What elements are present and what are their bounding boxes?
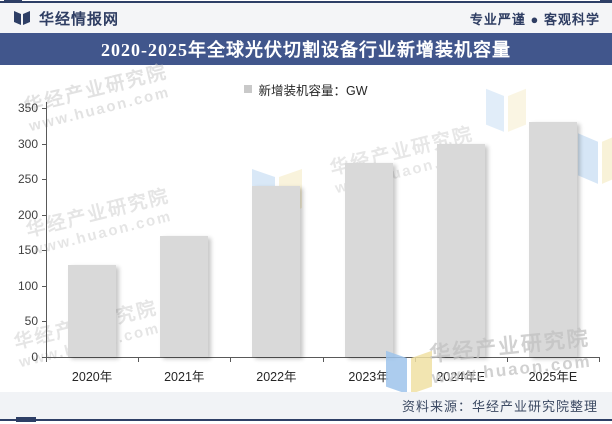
x-tick-mark bbox=[322, 358, 324, 362]
x-tick-mark bbox=[599, 358, 600, 362]
y-tick-label: 0 bbox=[31, 350, 38, 364]
y-tick-mark bbox=[42, 250, 46, 252]
top-rule bbox=[0, 1, 612, 3]
bottom-rule bbox=[0, 419, 612, 421]
bar-2020年 bbox=[68, 264, 117, 357]
x-axis-label: 2025年E bbox=[528, 370, 578, 384]
y-tick-mark bbox=[42, 285, 46, 287]
title-band: 2020-2025年全球光伏切割设备行业新增装机容量 bbox=[0, 33, 612, 65]
bottom-rule-left-cap bbox=[16, 417, 36, 422]
y-tick-label: 150 bbox=[17, 243, 38, 258]
top-rule-left-cap bbox=[4, 0, 22, 5]
footer-bar: 资料来源：华经产业研究院整理 bbox=[0, 392, 612, 419]
y-tick-label: 200 bbox=[17, 207, 38, 222]
x-axis-line bbox=[46, 357, 600, 358]
logo-watermark-icon bbox=[578, 130, 612, 184]
bar-2025年E bbox=[528, 122, 577, 357]
bar-2022年 bbox=[252, 186, 301, 357]
y-tick-label: 350 bbox=[17, 101, 38, 115]
bar-2021年 bbox=[160, 236, 209, 357]
top-rule-right-cap bbox=[600, 0, 612, 5]
bar-2024年E bbox=[436, 144, 485, 357]
header-bar: 华经情报网 专业严谨 ● 客观科学 bbox=[0, 3, 612, 33]
header-slogan: 专业严谨 ● 客观科学 bbox=[469, 11, 600, 27]
x-tick-mark bbox=[46, 358, 47, 362]
y-tick-mark bbox=[42, 357, 46, 358]
y-tick-mark bbox=[42, 143, 46, 145]
x-axis-label: 2022年 bbox=[256, 370, 297, 384]
open-book-icon bbox=[12, 9, 32, 27]
x-axis-label: 2021年 bbox=[164, 370, 205, 384]
chart-legend: 新增装机容量：GW bbox=[0, 81, 612, 98]
y-tick-mark bbox=[42, 321, 46, 323]
x-tick-mark bbox=[230, 358, 232, 362]
y-tick-label: 100 bbox=[17, 278, 38, 293]
source-text: 资料来源：华经产业研究院整理 bbox=[401, 399, 598, 414]
y-tick-label: 250 bbox=[17, 172, 38, 187]
legend-label: 新增装机容量：GW bbox=[258, 83, 368, 98]
x-axis-label: 2023年 bbox=[348, 370, 389, 384]
y-tick-mark bbox=[42, 108, 46, 109]
x-axis-label: 2020年 bbox=[71, 370, 113, 384]
brand-name: 华经情报网 bbox=[39, 10, 120, 28]
chart-title: 2020-2025年全球光伏切割设备行业新增装机容量 bbox=[101, 40, 511, 60]
bar-2023年 bbox=[344, 162, 393, 357]
x-tick-mark bbox=[414, 358, 416, 362]
y-tick-label: 300 bbox=[17, 136, 38, 151]
y-tick-mark bbox=[42, 179, 46, 181]
watermark-line2: www.huaon.com bbox=[29, 207, 174, 260]
x-tick-mark bbox=[138, 358, 140, 362]
legend-marker-icon bbox=[244, 85, 253, 93]
y-tick-label: 50 bbox=[24, 314, 38, 329]
x-axis-label: 2024年E bbox=[436, 370, 486, 384]
x-tick-mark bbox=[506, 358, 508, 362]
brand: 华经情报网 bbox=[12, 8, 119, 29]
y-axis-line bbox=[46, 102, 47, 358]
y-tick-mark bbox=[42, 214, 46, 216]
